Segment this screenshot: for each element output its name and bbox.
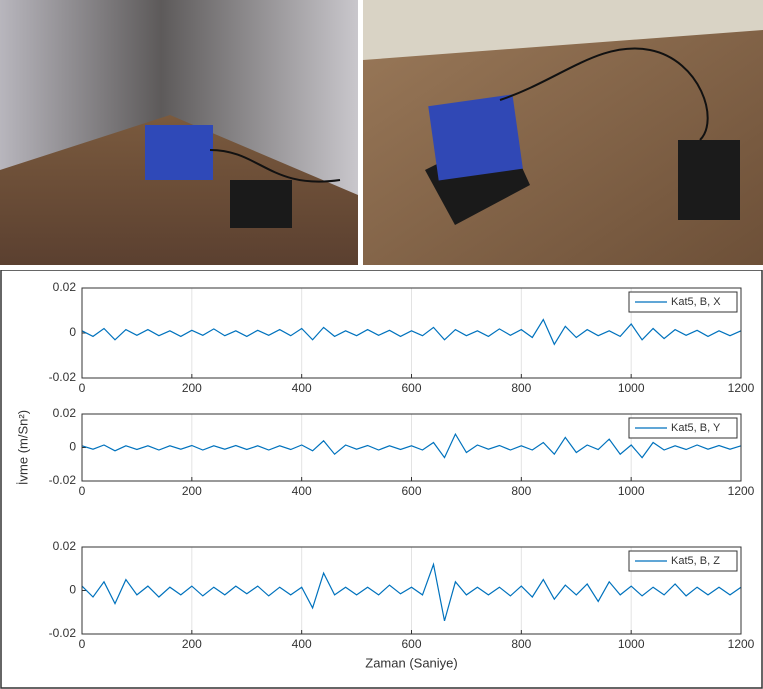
x-tick-label: 0 <box>79 637 86 651</box>
x-tick-label: 1200 <box>728 484 755 498</box>
x-tick-label: 1200 <box>728 637 755 651</box>
photos <box>0 0 763 270</box>
y-tick-label: 0 <box>69 325 76 339</box>
legend-label: Kat5, B, X <box>671 296 721 308</box>
x-tick-label: 0 <box>79 484 86 498</box>
x-tick-label: 200 <box>182 637 202 651</box>
x-tick-label: 400 <box>292 637 312 651</box>
legend: Kat5, B, Y <box>629 418 737 438</box>
x-tick-label: 1000 <box>618 381 645 395</box>
x-tick-label: 1200 <box>728 381 755 395</box>
x-tick-label: 600 <box>401 381 421 395</box>
y-tick-label: -0.02 <box>49 370 77 384</box>
legend-label: Kat5, B, Y <box>671 422 721 434</box>
legend: Kat5, B, Z <box>629 551 737 571</box>
x-tick-label: 200 <box>182 381 202 395</box>
y-tick-label: 0.02 <box>53 406 77 420</box>
x-tick-label: 800 <box>511 637 531 651</box>
y-tick-label: 0.02 <box>53 539 77 553</box>
legend: Kat5, B, X <box>629 292 737 312</box>
x-tick-label: 1000 <box>618 484 645 498</box>
x-tick-label: 1000 <box>618 637 645 651</box>
x-tick-label: 200 <box>182 484 202 498</box>
legend-label: Kat5, B, Z <box>671 555 720 567</box>
photo-left <box>0 0 358 265</box>
y-tick-label: 0.02 <box>53 280 77 294</box>
photo-right <box>363 0 763 265</box>
y-tick-label: -0.02 <box>49 473 77 487</box>
y-tick-label: 0 <box>69 440 76 454</box>
x-tick-label: 400 <box>292 484 312 498</box>
x-tick-label: 0 <box>79 381 86 395</box>
x-tick-label: 600 <box>401 484 421 498</box>
x-tick-label: 800 <box>511 381 531 395</box>
x-tick-label: 600 <box>401 637 421 651</box>
y-tick-label: -0.02 <box>49 626 77 640</box>
figure: 020040060080010001200-0.0200.02Kat5, B, … <box>0 0 763 689</box>
x-axis-label: Zaman (Saniye) <box>365 655 457 670</box>
y-axis-label: İvme (m/Sn²) <box>15 410 30 485</box>
x-tick-label: 800 <box>511 484 531 498</box>
y-tick-label: 0 <box>69 583 76 597</box>
x-tick-label: 400 <box>292 381 312 395</box>
